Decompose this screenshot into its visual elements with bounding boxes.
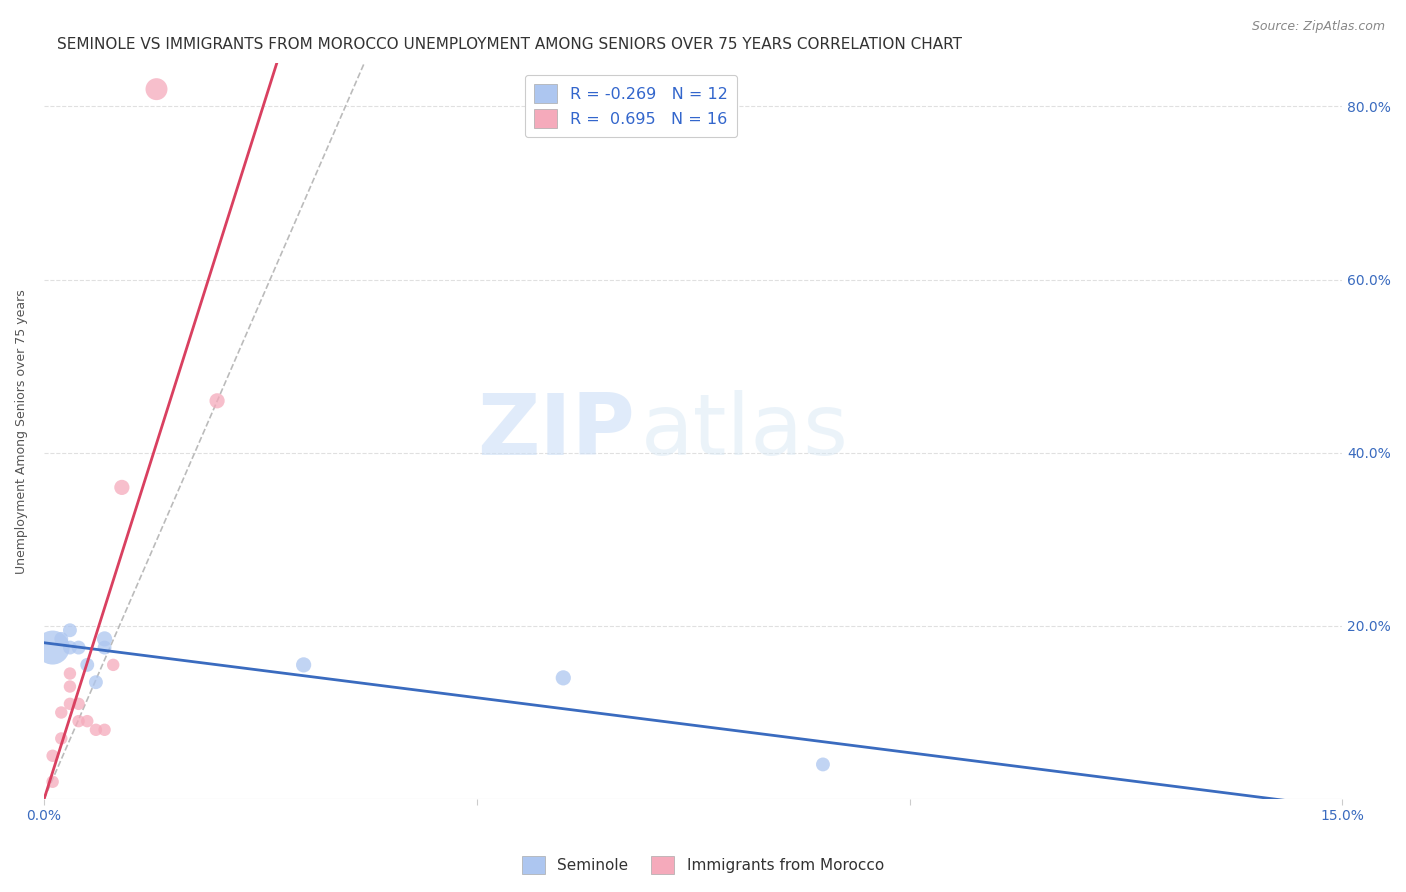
Point [93, 632, 115, 646]
Text: SEMINOLE VS IMMIGRANTS FROM MOROCCO UNEMPLOYMENT AMONG SENIORS OVER 75 YEARS COR: SEMINOLE VS IMMIGRANTS FROM MOROCCO UNEM… [58, 37, 962, 53]
Point [59, 697, 82, 711]
Point [84, 723, 107, 737]
Point [67, 640, 90, 655]
Text: ZIP: ZIP [477, 390, 634, 473]
Point [553, 671, 575, 685]
Point [811, 757, 834, 772]
Point [93, 723, 115, 737]
Text: Source: ZipAtlas.com: Source: ZipAtlas.com [1251, 20, 1385, 33]
Point [67, 714, 90, 728]
Point [59, 680, 82, 694]
Point [51, 706, 73, 720]
Point [59, 624, 82, 638]
Point [111, 480, 134, 494]
Point [103, 657, 125, 672]
Point [41, 774, 63, 789]
Point [59, 640, 82, 655]
Point [41, 640, 63, 655]
Point [205, 393, 228, 408]
Point [67, 697, 90, 711]
Point [41, 748, 63, 763]
Point [76, 714, 98, 728]
Legend: Seminole, Immigrants from Morocco: Seminole, Immigrants from Morocco [516, 850, 890, 880]
Point [76, 657, 98, 672]
Point [292, 657, 315, 672]
Point [84, 675, 107, 690]
Text: atlas: atlas [641, 390, 849, 473]
Y-axis label: Unemployment Among Seniors over 75 years: Unemployment Among Seniors over 75 years [15, 289, 28, 574]
Point [51, 731, 73, 746]
Point [145, 82, 167, 96]
Point [59, 666, 82, 681]
Legend: R = -0.269   N = 12, R =  0.695   N = 16: R = -0.269 N = 12, R = 0.695 N = 16 [524, 75, 737, 137]
Point [51, 632, 73, 646]
Point [93, 640, 115, 655]
